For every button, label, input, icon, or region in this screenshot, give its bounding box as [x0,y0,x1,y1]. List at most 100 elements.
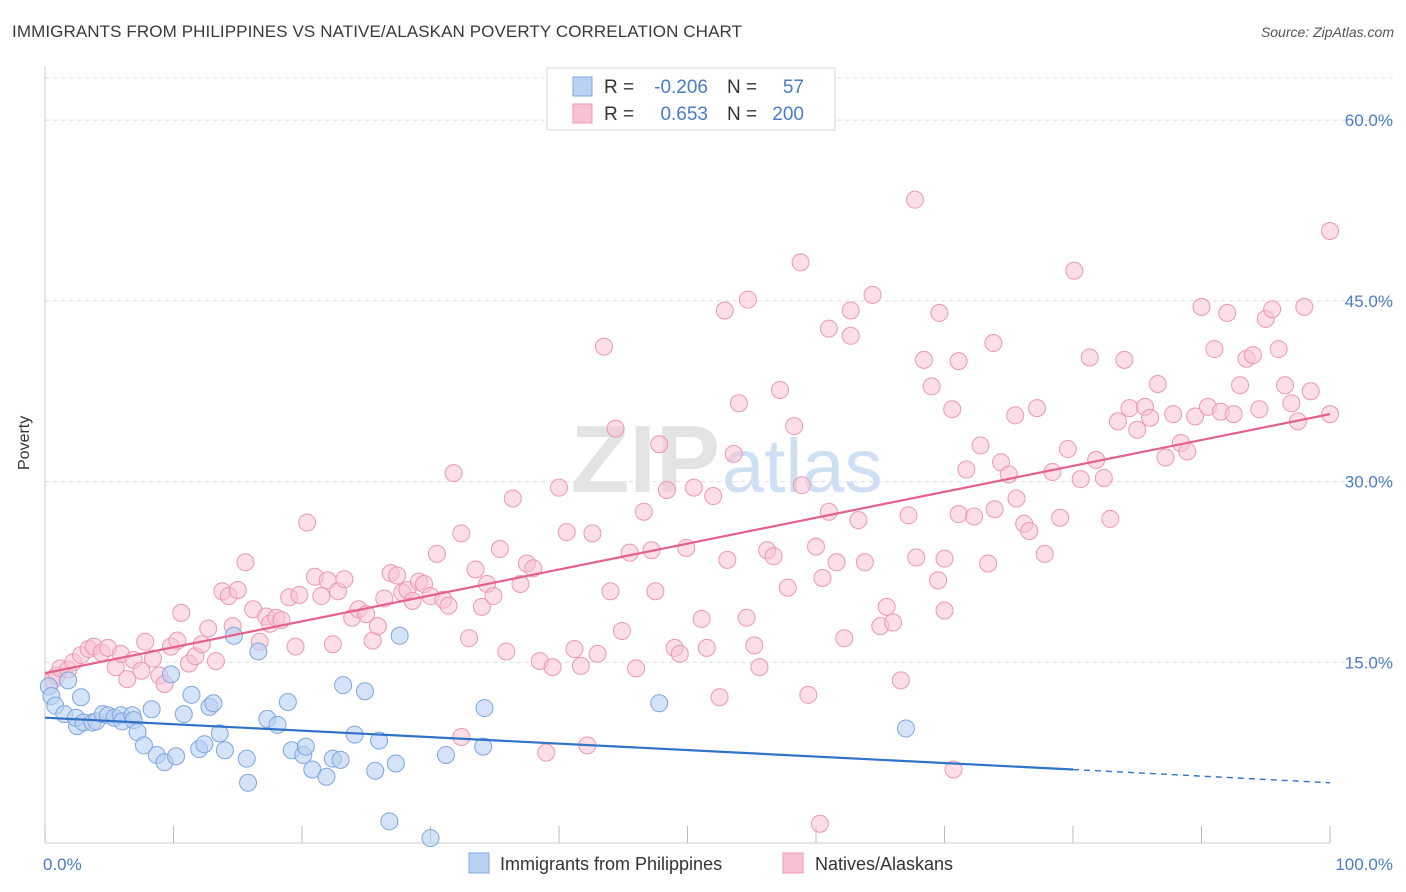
data-point-natives [627,659,646,678]
data-point-philippines [249,642,268,661]
data-point-natives [819,502,838,521]
data-point-philippines [195,735,214,754]
data-point-natives [697,638,716,657]
bottom-legend-label: Immigrants from Philippines [500,854,722,874]
data-point-natives [979,554,998,573]
data-point-natives [1035,544,1054,563]
legend-r-label: R = [604,77,634,98]
data-point-natives [601,582,620,601]
data-point-natives [172,603,191,622]
data-point-natives [1051,508,1070,527]
data-point-philippines [142,700,161,719]
data-point-natives [1020,521,1039,540]
legend-n-value: 57 [783,77,804,98]
data-point-natives [1071,470,1090,489]
data-point-philippines [380,812,399,831]
data-point-natives [1231,376,1250,395]
data-point-natives [1218,303,1237,322]
data-point-natives [750,658,769,677]
data-point-natives [1148,375,1167,393]
data-point-natives [497,642,516,661]
data-point-natives [1128,420,1147,439]
data-point-natives [718,550,737,569]
data-point-natives [841,326,860,345]
data-point-natives [729,394,748,413]
data-point-natives [1108,412,1127,431]
data-point-natives [930,303,949,322]
data-point-philippines [204,694,223,713]
data-point-philippines [268,715,287,734]
data-point-natives [583,524,602,543]
data-point-natives [1321,222,1339,240]
data-point-natives [891,671,910,690]
watermark-atlas: atlas [722,424,883,509]
data-point-philippines [331,750,350,769]
data-point-natives [1080,348,1099,367]
data-point-natives [452,727,471,746]
trend-line-natives [44,413,1331,675]
data-point-natives [612,621,631,640]
data-point-natives [877,597,896,616]
legend-n-label: N = [727,77,757,98]
data-point-natives [368,617,387,636]
data-point-natives [490,540,509,559]
data-point-natives [143,649,162,668]
data-point-natives [634,502,653,521]
legend-n-label: N = [727,104,757,125]
data-point-natives [466,560,485,579]
legend-r-label: R = [604,104,634,125]
data-point-philippines [421,829,440,848]
data-point-natives [778,578,797,597]
trend-lines [44,413,1331,784]
data-point-philippines [366,761,385,780]
watermark-zip: ZIP [571,406,720,513]
data-point-philippines [167,747,186,766]
data-point-natives [785,417,804,436]
data-point-philippines [210,724,229,743]
data-point-natives [715,301,734,320]
y-tick-label: 30.0% [1345,473,1393,492]
data-point-philippines [296,737,315,756]
data-point-natives [957,460,976,479]
data-point-natives [1295,297,1314,316]
data-point-natives [650,435,669,454]
data-point-natives [136,632,155,651]
chart-title: IMMIGRANTS FROM PHILIPPINES VS NATIVE/AL… [12,22,743,41]
data-point-natives [907,548,926,567]
data-point-natives [971,436,990,455]
data-point-natives [286,637,305,656]
data-point-natives [745,636,764,655]
data-point-natives [710,688,729,707]
data-point-natives [791,253,810,272]
data-point-natives [1243,346,1262,365]
data-point-philippines [386,754,405,773]
data-point-natives [849,511,868,530]
data-point-natives [929,571,948,590]
data-point-natives [290,585,309,604]
philippines-points [39,626,915,848]
data-point-natives [1101,509,1120,528]
data-point-natives [1301,382,1320,401]
data-point-natives [835,629,854,648]
data-point-natives [965,507,984,526]
data-point-natives [1186,407,1205,426]
data-point-natives [118,670,137,689]
data-point-natives [472,597,491,616]
data-point-natives [1250,400,1269,419]
data-point-philippines [370,731,389,750]
data-point-natives [855,553,874,572]
data-point-philippines [896,719,915,738]
data-point-natives [1115,350,1134,369]
data-point-natives [606,419,625,438]
data-point-natives [439,596,458,615]
bottom-legend-label: Natives/Alaskans [815,854,953,874]
data-point-philippines [650,694,669,713]
trend-line-philippines-extension [1072,768,1331,784]
data-point-philippines [182,685,201,704]
data-point-natives [388,566,407,585]
data-point-natives [1141,408,1160,427]
top-legend: R = -0.206 N = 57 R = 0.653 N = 200 [546,67,836,131]
data-point-natives [452,524,471,543]
legend-r-value: 0.653 [660,104,708,125]
data-point-natives [550,478,568,497]
